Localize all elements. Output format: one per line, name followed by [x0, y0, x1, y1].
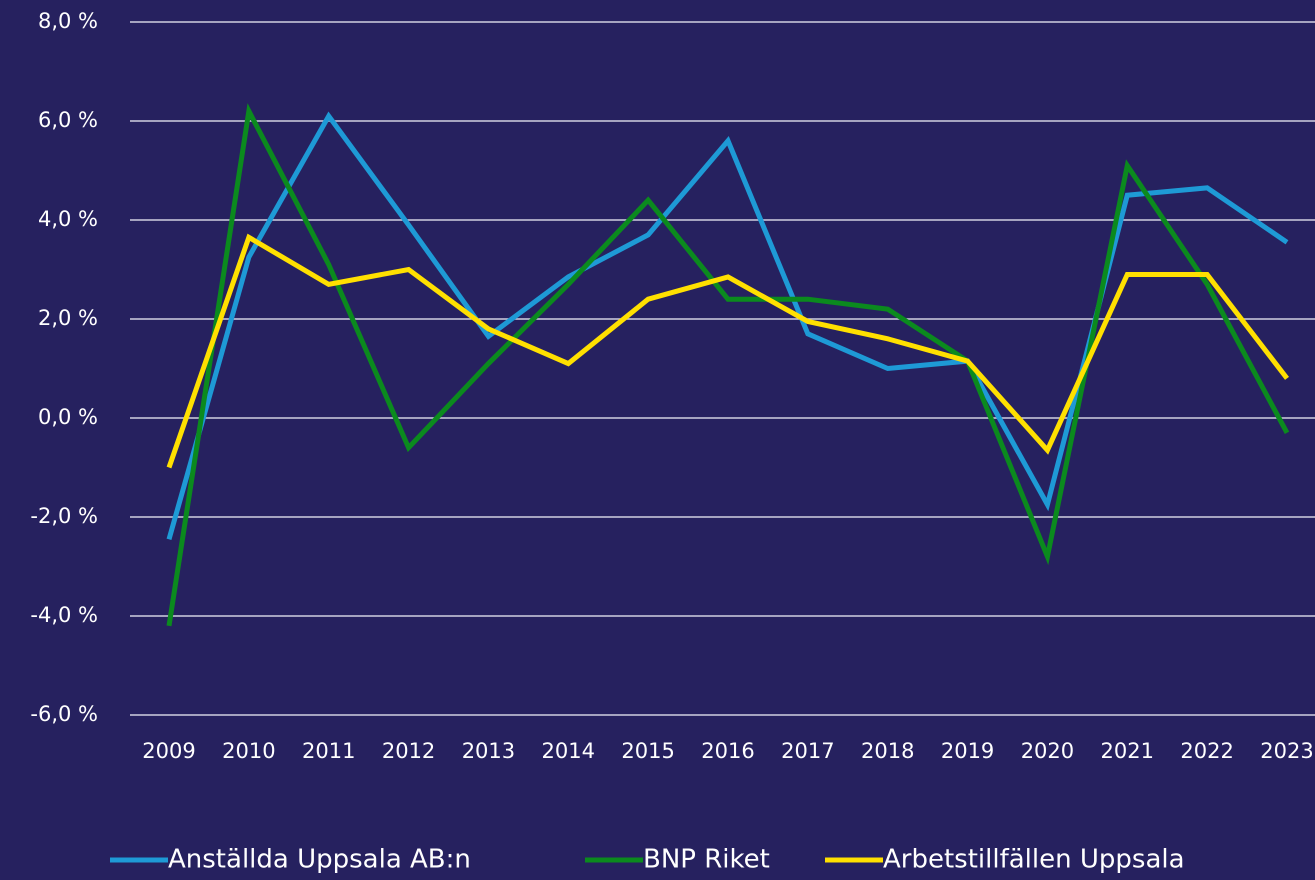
y-tick-label: 2,0 % — [38, 306, 98, 330]
x-tick-label: 2015 — [621, 739, 674, 763]
legend-label: BNP Riket — [643, 845, 770, 875]
y-tick-label: -4,0 % — [30, 603, 98, 627]
x-tick-label: 2017 — [781, 739, 834, 763]
series-line — [166, 111, 1289, 540]
x-tick-label: 2013 — [462, 739, 515, 763]
x-tick-label: 2010 — [222, 739, 275, 763]
x-tick-label: 2023 — [1260, 739, 1313, 763]
y-tick-label: -2,0 % — [30, 504, 98, 528]
x-tick-label: 2022 — [1180, 739, 1233, 763]
x-tick-label: 2011 — [302, 739, 355, 763]
y-tick-label: 0,0 % — [38, 405, 98, 429]
legend: Anställda Uppsala AB:n BNP Riket Arbetstil… — [110, 845, 1185, 875]
series-line — [166, 103, 1290, 627]
y-tick-label: -6,0 % — [30, 702, 98, 726]
x-tick-label: 2019 — [941, 739, 994, 763]
x-tick-label: 2020 — [1021, 739, 1074, 763]
x-tick-label: 2021 — [1101, 739, 1154, 763]
x-tick-label: 2009 — [142, 739, 195, 763]
series-line — [166, 233, 1289, 469]
y-tick-label: 4,0 % — [38, 207, 98, 231]
y-tick-label: 8,0 % — [38, 9, 98, 33]
x-tick-label: 2016 — [701, 739, 754, 763]
x-tick-label: 2014 — [542, 739, 595, 763]
x-tick-label: 2018 — [861, 739, 914, 763]
legend-label: Arbetstillfällen Uppsala — [883, 845, 1185, 875]
y-tick-label: 6,0 % — [38, 108, 98, 132]
legend-label: Anställda Uppsala AB:n — [168, 845, 471, 875]
x-tick-label: 2012 — [382, 739, 435, 763]
